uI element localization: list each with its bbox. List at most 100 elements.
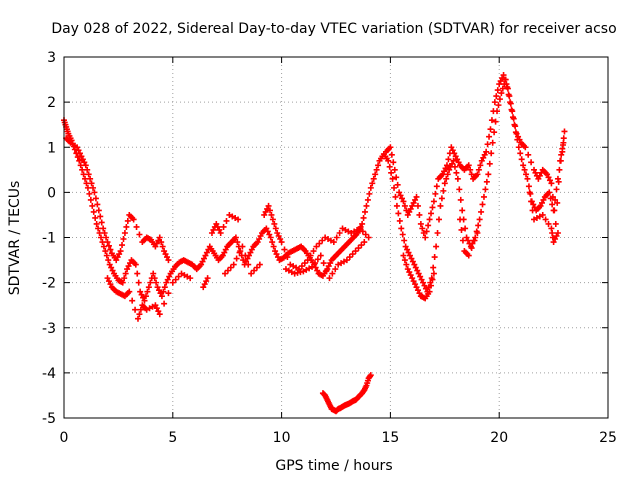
data-point [474,229,481,236]
data-point [394,181,401,188]
data-point [486,133,493,140]
data-point [156,234,163,241]
data-point [82,175,89,182]
data-point [454,175,461,182]
data-point [89,202,96,209]
data-point [326,275,333,282]
data-point [428,282,435,289]
data-point [420,279,427,286]
data-point [417,220,424,227]
y-tick-label: -1 [42,231,56,247]
data-point [442,165,449,172]
data-point [133,223,140,230]
data-point [164,276,171,283]
data-point [325,263,332,270]
data-point [116,251,123,258]
data-point [95,225,102,232]
data-point [82,162,89,169]
data-point [494,87,501,94]
data-point [360,214,367,221]
data-point [407,272,414,279]
data-point [144,288,151,295]
data-point [419,225,426,232]
data-point [124,217,131,224]
data-point [463,234,470,241]
data-point [397,192,404,199]
data-point [273,251,280,258]
data-point [552,236,559,243]
data-point [430,198,437,205]
data-point [256,261,263,268]
data-point [236,249,243,256]
data-point [496,96,503,103]
data-point [296,266,303,273]
data-point [418,276,425,283]
data-point [153,279,160,286]
data-point [416,290,423,297]
data-point [450,157,457,164]
data-point [430,270,437,277]
data-point [125,263,132,270]
data-point [160,288,167,295]
data-point [443,162,450,169]
data-point [248,270,255,277]
data-point [495,102,502,109]
data-point [158,239,165,246]
data-point [166,273,173,280]
data-point [84,184,91,191]
data-point [458,226,465,233]
data-point [277,236,284,243]
data-point [393,174,400,181]
data-point [433,183,440,190]
data-point [479,201,486,208]
data-point [271,220,278,227]
data-point [187,275,194,282]
data-point [333,234,340,241]
data-point [406,208,413,215]
data-point [88,180,95,187]
data-point [141,297,148,304]
data-point [98,219,105,226]
data-point [145,284,152,291]
data-point [95,207,102,214]
data-point [465,162,472,169]
data-point [531,166,538,173]
data-point [136,311,143,318]
data-point [546,177,553,184]
data-point [284,254,291,261]
data-point [103,234,110,241]
data-point [409,202,416,209]
data-point [423,228,430,235]
data-point [310,248,317,255]
data-point [500,72,507,79]
data-point [151,275,158,282]
data-point [554,229,561,236]
data-point [121,275,128,282]
data-point [104,275,111,282]
data-point [114,254,121,261]
data-point [513,130,520,137]
data-point [261,211,268,218]
data-point [76,150,83,157]
data-point [208,229,215,236]
data-point [154,284,161,291]
data-point [528,198,535,205]
data-point [516,136,523,143]
x-tick-label: 0 [60,430,69,446]
data-point [156,287,163,294]
data-point [227,264,234,271]
y-tick-label: 2 [47,95,56,111]
y-tick-label: 3 [47,50,56,66]
data-point [222,270,229,277]
x-tick-labels: 0 5 10 15 20 25 [60,430,617,446]
data-point [524,175,531,182]
data-point [503,81,510,88]
data-point [80,171,87,178]
data-point [92,214,99,221]
data-point [79,156,86,163]
data-point [134,315,141,322]
data-point [412,281,419,288]
data-point [422,234,429,241]
data-point [153,240,160,247]
data-point [317,252,324,259]
